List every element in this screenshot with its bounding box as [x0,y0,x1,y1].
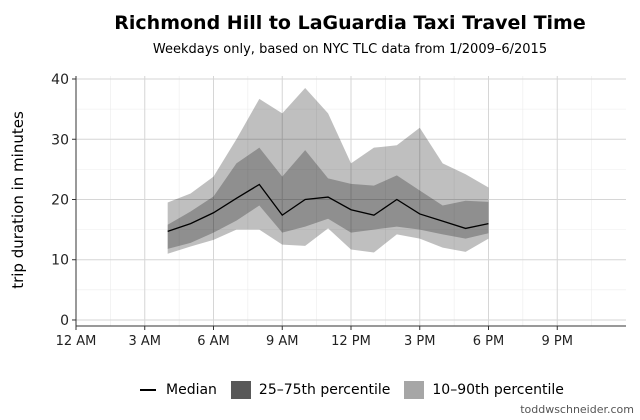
legend-label-p10-90: 10–90th percentile [432,382,564,398]
x-tick-label: 9 PM [542,334,573,349]
y-tick-label: 30 [51,132,69,148]
legend: Median 25–75th percentile 10–90th percen… [138,380,578,400]
legend-swatch-median [138,381,158,399]
x-tick-label: 12 AM [56,334,97,349]
x-tick-label: 6 AM [197,334,230,349]
band-25-75-percentile [167,147,489,249]
legend-swatch-p10-90 [404,381,425,399]
y-tick-label: 0 [60,313,69,329]
credit-text: toddwschneider.com [520,403,634,416]
chart-title: Richmond Hill to LaGuardia Taxi Travel T… [114,12,586,34]
legend-item-p10-90: 10–90th percentile [404,381,564,399]
y-tick-label: 40 [51,72,69,88]
x-tick-label: 9 AM [266,334,299,349]
x-tick-label: 3 PM [404,334,435,349]
legend-item-iqr: 25–75th percentile [230,381,391,399]
x-tick-label: 3 AM [128,334,161,349]
y-tick-label: 10 [51,253,69,269]
x-tick-label: 12 PM [331,334,371,349]
x-tick-label: 6 PM [473,334,504,349]
chart-subtitle: Weekdays only, based on NYC TLC data fro… [152,42,548,57]
y-tick-label: 20 [51,192,69,208]
legend-label-median: Median [166,382,217,398]
legend-swatch-iqr [230,381,251,399]
legend-item-median: Median [138,381,217,399]
median-line [167,183,489,233]
legend-label-iqr: 25–75th percentile [258,382,391,398]
band-10-90-percentile [167,88,489,254]
